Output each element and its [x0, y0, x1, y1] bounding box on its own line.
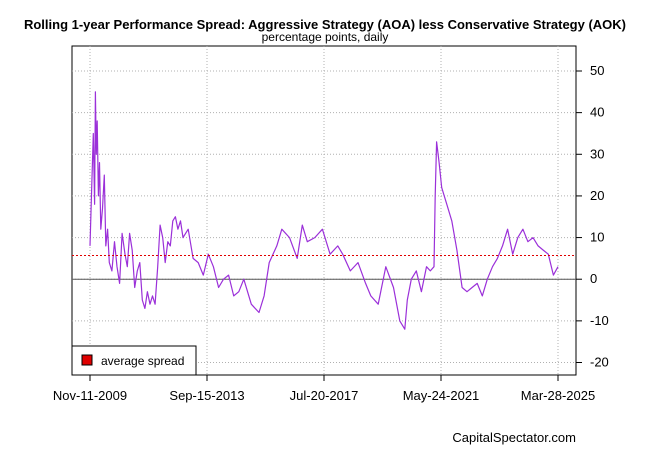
x-tick-label: Jul-20-2017	[290, 388, 359, 403]
y-tick-label: 30	[590, 146, 604, 161]
x-tick-label: Nov-11-2009	[53, 388, 127, 403]
credit-label: CapitalSpectator.com	[452, 430, 576, 445]
y-tick-label: 50	[590, 63, 604, 78]
legend-box	[71, 345, 197, 376]
x-tick-label: May-24-2021	[403, 388, 480, 403]
x-tick-label: Mar-28-2025	[521, 388, 595, 403]
chart-title: Rolling 1-year Performance Spread: Aggre…	[23, 17, 627, 32]
y-tick-label: 10	[590, 230, 604, 245]
legend-label-average-spread: average spread	[101, 354, 184, 368]
x-tick-label: Sep-15-2013	[169, 388, 244, 403]
spread-series-line	[89, 91, 559, 330]
y-tick-label: -10	[590, 313, 609, 328]
y-tick-label: 20	[590, 188, 604, 203]
y-tick-label: 40	[590, 105, 604, 120]
legend-swatch-average-spread	[81, 354, 93, 366]
chart-subtitle: percentage points, daily	[261, 30, 389, 44]
y-tick-label: 0	[590, 271, 597, 286]
y-tick-label: -20	[590, 355, 609, 370]
